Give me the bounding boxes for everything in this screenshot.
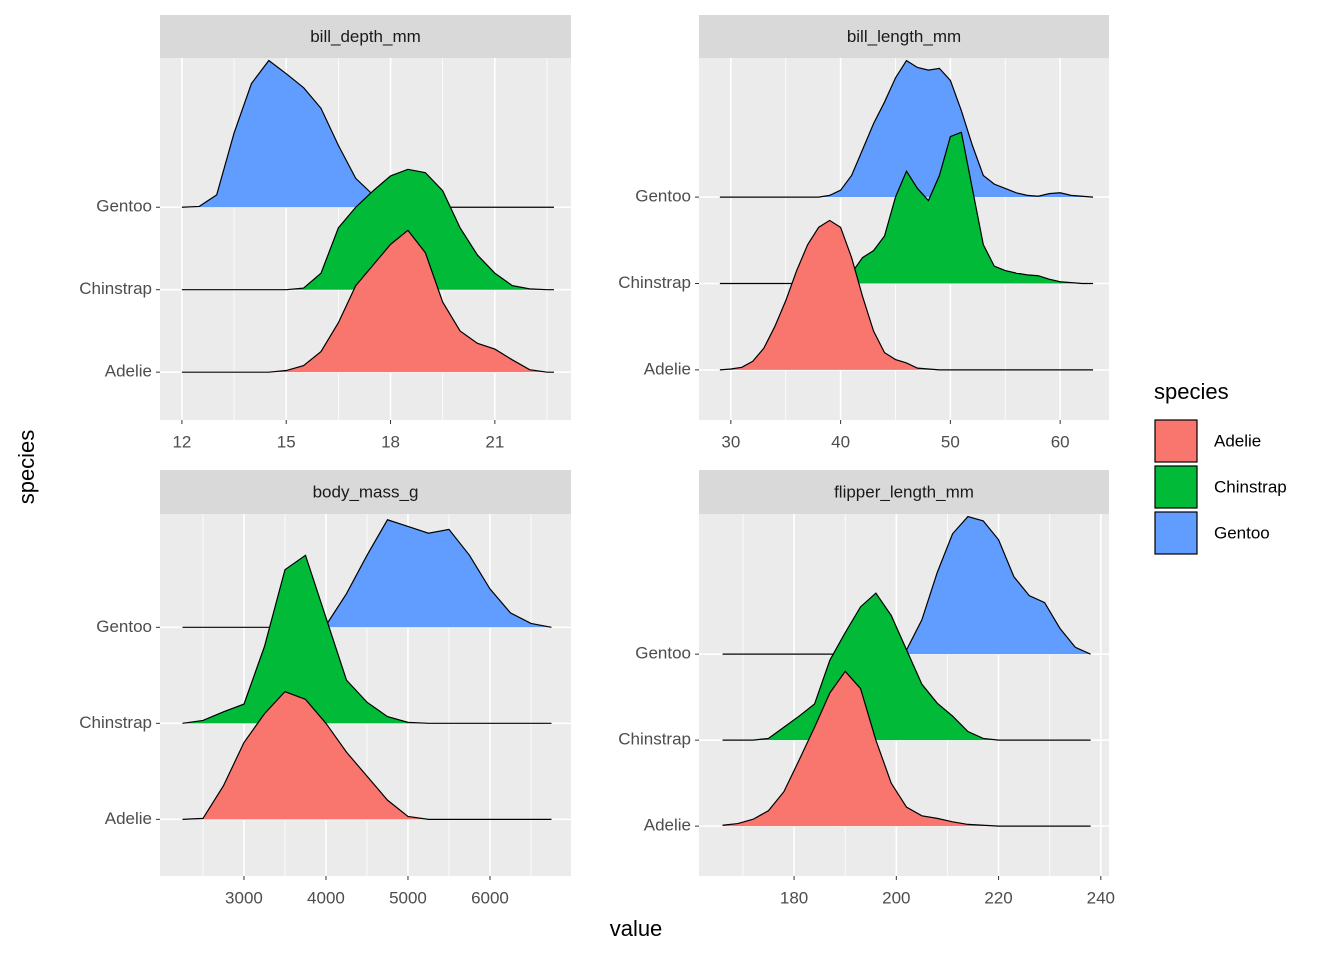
- y-tick-label: Gentoo: [635, 644, 691, 663]
- x-tick-label: 50: [941, 432, 960, 451]
- ridge-line: [719, 219, 1094, 371]
- ridge-area: [182, 691, 552, 820]
- ridge-line: [181, 168, 554, 291]
- strip-title: flipper_length_mm: [834, 482, 974, 501]
- x-axis-title: value: [610, 916, 663, 941]
- x-tick-label: 240: [1087, 888, 1115, 907]
- y-tick-label: Chinstrap: [79, 279, 152, 298]
- legend-key: [1154, 465, 1198, 509]
- x-tick-label: 21: [485, 432, 504, 451]
- ridge-line: [181, 229, 554, 373]
- strip: [699, 15, 1109, 58]
- x-tick-label: 180: [780, 888, 808, 907]
- ridge-line: [182, 519, 552, 628]
- x-tick-label: 200: [882, 888, 910, 907]
- y-tick-label: Adelie: [105, 362, 152, 381]
- y-tick-label: Adelie: [105, 809, 152, 828]
- strip-title: body_mass_g: [313, 482, 419, 501]
- ridge-area: [722, 671, 1091, 827]
- y-axis-title: species: [14, 430, 39, 505]
- legend-label: Chinstrap: [1214, 477, 1287, 496]
- legend-key: [1154, 511, 1198, 555]
- y-tick-label: Chinstrap: [618, 730, 691, 749]
- ridge-area: [719, 132, 1094, 284]
- ridge-area: [719, 220, 1094, 370]
- x-tick-label: 4000: [307, 888, 345, 907]
- strip: [699, 470, 1109, 514]
- strip: [160, 470, 571, 514]
- y-tick-label: Gentoo: [96, 617, 152, 636]
- x-tick-label: 15: [277, 432, 296, 451]
- strip: [160, 15, 571, 58]
- x-tick-label: 3000: [225, 888, 263, 907]
- ridge-line: [182, 554, 552, 724]
- ridge-area: [719, 60, 1094, 198]
- ridge-line: [719, 59, 1094, 198]
- x-tick-label: 6000: [471, 888, 509, 907]
- ridge-line: [722, 670, 1091, 827]
- y-tick-label: Gentoo: [635, 187, 691, 206]
- ridge-line: [722, 592, 1091, 741]
- x-tick-label: 18: [381, 432, 400, 451]
- ridge-area: [722, 593, 1091, 741]
- legend-label: Adelie: [1214, 431, 1261, 450]
- x-tick-label: 12: [172, 432, 191, 451]
- ridge-area: [722, 516, 1091, 655]
- ridge-area: [182, 555, 552, 724]
- strip-title: bill_depth_mm: [310, 27, 421, 46]
- x-tick-label: 60: [1051, 432, 1070, 451]
- y-tick-label: Adelie: [644, 816, 691, 835]
- legend-label: Gentoo: [1214, 523, 1270, 542]
- y-tick-label: Gentoo: [96, 197, 152, 216]
- x-tick-label: 40: [831, 432, 850, 451]
- x-tick-label: 220: [984, 888, 1012, 907]
- y-tick-label: Adelie: [644, 359, 691, 378]
- legend-key: [1154, 419, 1198, 463]
- ridge-line: [719, 131, 1094, 285]
- legend-title: species: [1154, 379, 1229, 404]
- ridge-area: [181, 60, 554, 208]
- ridge-line: [182, 690, 552, 820]
- x-tick-label: 30: [721, 432, 740, 451]
- x-tick-label: 5000: [389, 888, 427, 907]
- y-tick-label: Chinstrap: [618, 273, 691, 292]
- ridge-area: [182, 519, 552, 628]
- ridge-area: [181, 169, 554, 290]
- y-tick-label: Chinstrap: [79, 713, 152, 732]
- ridge-area: [181, 230, 554, 373]
- strip-title: bill_length_mm: [847, 27, 961, 46]
